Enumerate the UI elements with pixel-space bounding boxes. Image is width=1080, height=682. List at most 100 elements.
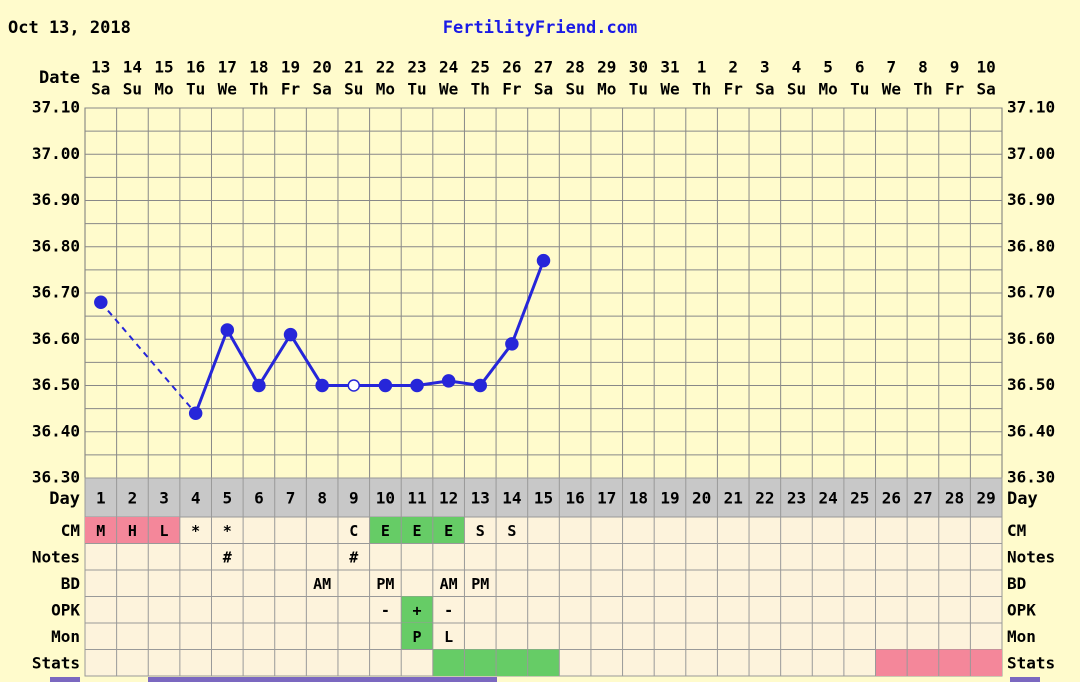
day-number: 25	[850, 489, 869, 508]
y-tick-label: 36.30	[32, 468, 80, 487]
cell-text: PM	[471, 575, 489, 593]
y-tick-label-right: 36.40	[1007, 421, 1055, 440]
x-tick-label: 17	[218, 58, 237, 77]
cell-text: *	[223, 522, 232, 540]
cell-text: +	[413, 601, 422, 619]
x-tick-label: 31	[660, 58, 679, 77]
x-tick-label: 24	[439, 58, 458, 77]
x-weekday-label: Tu	[186, 80, 205, 99]
cell-text: H	[128, 522, 137, 540]
x-tick-label: 14	[123, 58, 142, 77]
temperature-point	[94, 295, 108, 309]
x-weekday-label: Sa	[534, 80, 553, 99]
x-tick-label: 23	[407, 58, 426, 77]
day-row	[84, 477, 1003, 518]
x-tick-label: 27	[534, 58, 553, 77]
x-tick-label: 15	[154, 58, 173, 77]
x-weekday-label: We	[882, 80, 901, 99]
x-tick-label: 2	[728, 58, 738, 77]
y-tick-label-right: 36.90	[1007, 190, 1055, 209]
row-label-right: BD	[1007, 574, 1026, 593]
temperature-point	[188, 406, 203, 420]
x-tick-label: 30	[629, 58, 648, 77]
x-tick-label: 26	[502, 58, 521, 77]
day-number: 16	[565, 489, 584, 508]
x-weekday-label: Mo	[154, 80, 173, 99]
day-number: 2	[128, 489, 138, 508]
day-number: 15	[534, 489, 553, 508]
cell-text: E	[444, 522, 453, 540]
y-tick-label-right: 36.30	[1007, 468, 1055, 487]
cell-text: #	[223, 548, 232, 566]
temperature-point	[536, 253, 551, 268]
day-number: 24	[818, 489, 837, 508]
cell-highlight	[116, 517, 149, 544]
x-tick-label: 22	[376, 58, 395, 77]
temperature-point	[252, 378, 266, 393]
table-row	[84, 569, 1003, 597]
cell-text: E	[413, 522, 422, 540]
x-weekday-label: We	[218, 80, 237, 99]
row-label-right: Notes	[1007, 547, 1055, 566]
bottom-strip	[1010, 677, 1040, 682]
table-row	[84, 543, 1003, 571]
row-label: Stats	[32, 653, 80, 672]
x-weekday-label: Su	[344, 80, 363, 99]
x-weekday-label: Fr	[502, 80, 521, 99]
cell-text: PM	[376, 575, 394, 593]
y-tick-label: 36.80	[32, 236, 80, 255]
x-weekday-label: Tu	[629, 80, 648, 99]
day-number: 18	[629, 489, 648, 508]
x-weekday-label: Su	[787, 80, 806, 99]
x-weekday-label: Fr	[945, 80, 964, 99]
discarded-point	[347, 379, 361, 392]
day-number: 1	[96, 489, 106, 508]
row-label-right: CM	[1007, 521, 1026, 540]
day-number: 19	[660, 489, 679, 508]
temperature-point	[220, 323, 235, 337]
cell-highlight	[907, 649, 939, 676]
cell-highlight	[875, 649, 908, 676]
x-tick-label: 1	[697, 58, 707, 77]
y-tick-label: 36.50	[32, 375, 80, 394]
x-tick-label: 16	[186, 58, 205, 77]
chart-date: Oct 13, 2018	[8, 18, 131, 38]
x-weekday-label: Th	[249, 80, 268, 99]
x-weekday-label: Mo	[376, 80, 395, 99]
temperature-point	[378, 378, 393, 393]
cell-highlight	[401, 623, 433, 650]
cell-highlight	[432, 649, 465, 676]
x-tick-label: 21	[344, 58, 363, 77]
cell-text: *	[191, 522, 200, 540]
y-tick-label-right: 37.00	[1007, 144, 1055, 163]
y-tick-label: 37.00	[32, 144, 80, 163]
cell-highlight	[938, 649, 971, 676]
x-weekday-label: We	[660, 80, 679, 99]
bottom-strip	[50, 677, 80, 682]
cell-text: S	[507, 522, 516, 540]
y-tick-label-right: 36.80	[1007, 236, 1055, 255]
gap-connector	[100, 301, 197, 414]
x-tick-label: 10	[977, 58, 996, 77]
y-tick-label: 36.70	[32, 283, 80, 302]
day-label: Day	[49, 489, 80, 509]
y-tick-label: 36.40	[32, 421, 80, 440]
cell-highlight	[464, 649, 497, 676]
day-number: 3	[159, 489, 169, 508]
y-tick-label: 36.90	[32, 190, 80, 209]
cell-highlight	[496, 649, 528, 676]
day-number: 5	[222, 489, 232, 508]
row-label: Notes	[32, 547, 80, 566]
day-number: 13	[471, 489, 490, 508]
x-tick-label: 13	[91, 58, 110, 77]
day-number: 21	[724, 489, 743, 508]
bottom-strip	[148, 677, 497, 682]
day-number: 12	[439, 489, 458, 508]
day-number: 27	[913, 489, 932, 508]
x-tick-label: 29	[597, 58, 616, 77]
cell-text: C	[349, 522, 358, 540]
row-label: Mon	[51, 627, 80, 646]
x-tick-label: 7	[887, 58, 897, 77]
row-label: CM	[61, 521, 80, 540]
